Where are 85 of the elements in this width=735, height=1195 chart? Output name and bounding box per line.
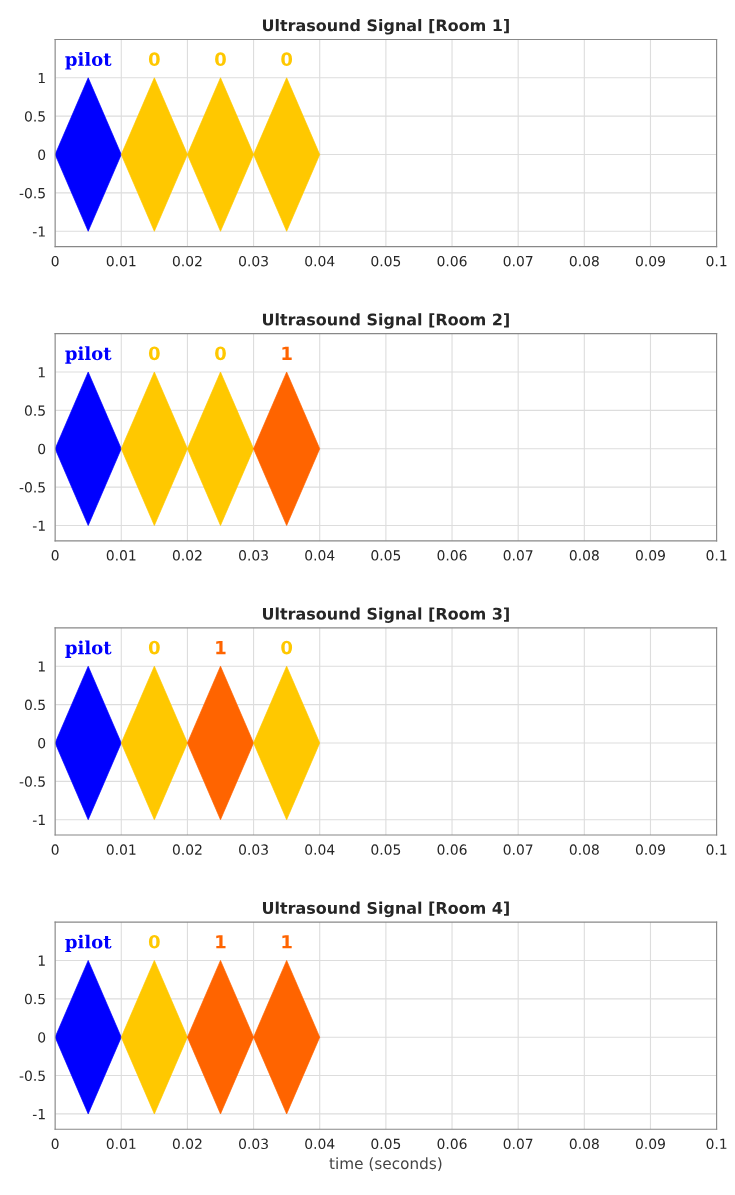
x-tick-label: 0	[51, 1138, 59, 1150]
x-tick-label: 0.1	[706, 1138, 727, 1150]
y-tick-label: -0.5	[19, 187, 45, 199]
x-tick-label: 0	[51, 844, 59, 855]
x-tick-label: 0.1	[706, 844, 727, 855]
annotation: 0	[281, 640, 293, 655]
x-tick-label: 0.04	[305, 844, 335, 855]
annotation: 0	[215, 346, 226, 361]
x-tick-label: 0.02	[172, 255, 202, 267]
x-tick-label: 0.07	[503, 1138, 533, 1150]
x-tick-label: 0.1	[706, 550, 727, 561]
x-tick-label: 0.06	[437, 255, 467, 267]
x-tick-label: 0.07	[503, 550, 533, 561]
y-tick-label: 1	[38, 661, 45, 672]
x-tick-label: 0.08	[569, 844, 599, 855]
y-tick-label: -1	[32, 814, 45, 825]
annotation: 1	[216, 640, 226, 655]
x-tick-label: 0.04	[305, 255, 335, 267]
y-tick-label: 0	[38, 149, 46, 161]
annotation: 1	[216, 935, 226, 949]
x-tick-label: 0.07	[503, 255, 533, 267]
x-tick-label: 0	[51, 550, 59, 561]
x-tick-label: 0.1	[706, 255, 727, 267]
annotation: pilot	[65, 934, 112, 953]
x-tick-label: 0.09	[635, 1138, 665, 1150]
y-tick-label: 1	[38, 367, 45, 378]
y-tick-label: -0.5	[19, 1070, 45, 1082]
y-tick-label: 0.5	[24, 993, 45, 1005]
x-tick-label: 0.03	[239, 255, 268, 267]
x-tick-label: 0.04	[305, 1138, 335, 1150]
x-tick-label: 0.01	[106, 844, 136, 855]
x-tick-label: 0.04	[305, 550, 335, 561]
x-tick-label: 0.03	[239, 1138, 268, 1150]
y-tick-label: -1	[32, 520, 45, 531]
x-tick-label: 0.05	[371, 255, 401, 267]
annotation: 0	[281, 52, 293, 66]
annotation: 0	[148, 934, 160, 949]
y-tick-label: -1	[32, 1109, 45, 1120]
chart-title: Ultrasound Signal [Room 3]	[262, 607, 509, 623]
annotation: 0	[148, 346, 160, 361]
x-tick-label: 0.09	[635, 550, 665, 561]
x-tick-label: 0.06	[437, 550, 467, 561]
x-tick-label: 0.09	[635, 844, 665, 855]
x-tick-label: 0.01	[106, 255, 136, 267]
x-tick-label: 0.08	[569, 255, 599, 267]
y-tick-label: 0.5	[24, 405, 45, 416]
annotation: 0	[148, 52, 160, 66]
chart-title: Ultrasound Signal [Room 4]	[262, 901, 509, 918]
x-tick-label: 0.07	[503, 844, 533, 855]
x-tick-label: 0.02	[172, 1138, 202, 1150]
x-tick-label: 0.08	[569, 1138, 599, 1150]
annotation: pilot	[65, 52, 112, 70]
x-tick-label: 0.05	[371, 550, 401, 561]
annotation: pilot	[65, 640, 112, 658]
annotation: 0	[215, 52, 226, 66]
y-tick-label: 0	[38, 1032, 46, 1043]
y-tick-label: 1	[38, 955, 45, 966]
y-tick-label: -1	[32, 226, 45, 237]
x-tick-label: 0.03	[239, 550, 268, 561]
x-tick-label: 0.06	[437, 844, 467, 855]
y-tick-label: 0	[38, 737, 46, 749]
annotation: pilot	[65, 346, 112, 364]
x-tick-label: 0.02	[172, 844, 202, 855]
y-tick-label: 1	[38, 72, 45, 84]
x-tick-label: 0.06	[437, 1138, 467, 1150]
chart-title: Ultrasound Signal [Room 2]	[262, 313, 509, 329]
y-tick-label: 0.5	[24, 111, 45, 122]
x-axis-title: time (seconds)	[329, 1157, 442, 1171]
x-tick-label: 0.08	[569, 550, 599, 561]
y-tick-label: -0.5	[19, 776, 45, 787]
x-tick-label: 0.05	[371, 1138, 401, 1150]
annotation: 1	[282, 935, 292, 949]
annotation: 1	[282, 346, 292, 360]
annotation: 0	[148, 640, 160, 655]
y-tick-label: 0.5	[24, 699, 45, 711]
x-tick-label: 0.03	[239, 844, 268, 855]
y-tick-label: -0.5	[19, 482, 45, 493]
x-tick-label: 0.01	[106, 1138, 136, 1150]
x-tick-label: 0.05	[371, 844, 401, 855]
x-tick-label: 0.02	[172, 550, 202, 561]
x-tick-label: 0.09	[635, 255, 665, 267]
x-tick-label: 0.01	[106, 550, 136, 561]
y-tick-label: 0	[38, 443, 46, 455]
x-tick-label: 0	[51, 255, 59, 267]
chart-title: Ultrasound Signal [Room 1]	[262, 18, 509, 35]
